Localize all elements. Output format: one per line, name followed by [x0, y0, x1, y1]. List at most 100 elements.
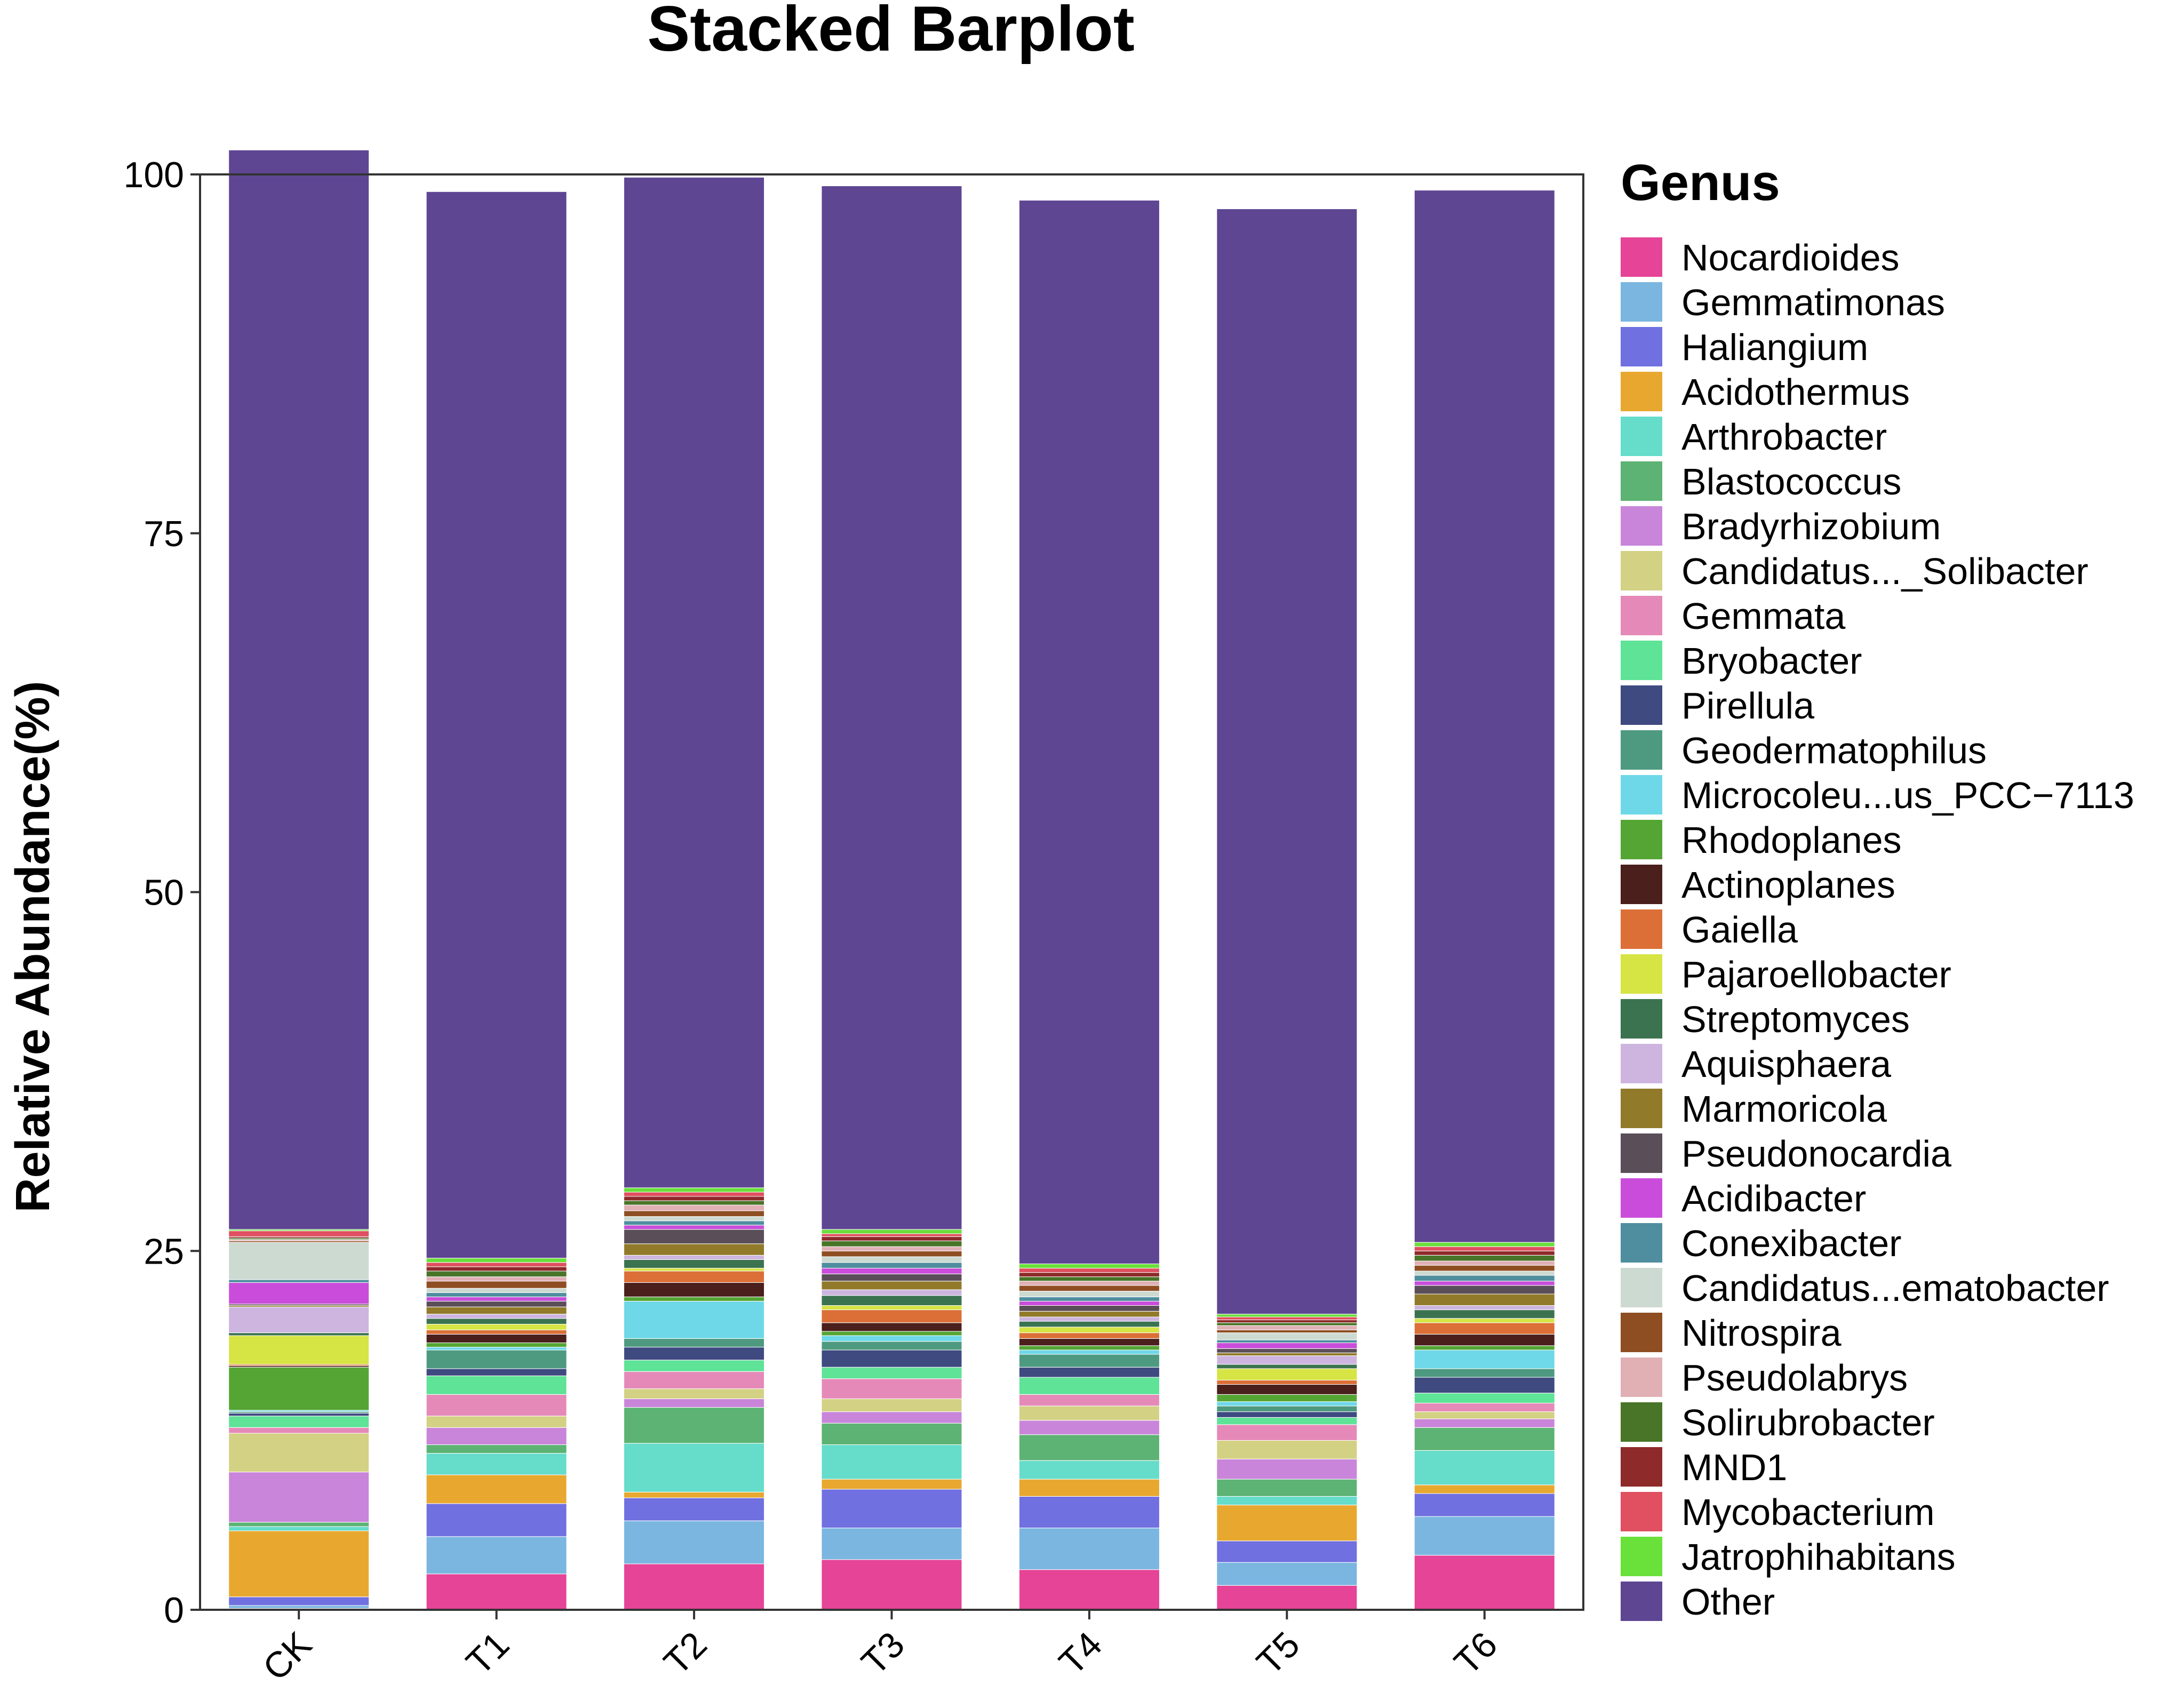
- bar-segment-t1-2: [426, 1503, 567, 1537]
- legend-label: Jatrophihabitans: [1681, 1536, 1956, 1578]
- legend-label: Other: [1681, 1581, 1775, 1623]
- bar-segment-t6-15: [1414, 1322, 1555, 1335]
- bar-segment-t4-22: [1018, 1296, 1160, 1301]
- bar-segment-t4-26: [1018, 1276, 1160, 1282]
- legend-label: Solirubrobacter: [1681, 1402, 1935, 1443]
- bar-segment-t5-15: [1216, 1379, 1358, 1385]
- legend-swatch: [1621, 775, 1662, 814]
- y-tick-label: 50: [144, 873, 184, 913]
- bar-segment-t6-9: [1414, 1393, 1555, 1403]
- bar-segment-t2-28: [624, 1192, 765, 1197]
- bar-segment-t3-23: [821, 1256, 962, 1263]
- bar-segment-t5-28: [1216, 1316, 1358, 1320]
- bar-segment-t3-20: [821, 1273, 962, 1282]
- bar-segment-t2-15: [624, 1271, 765, 1283]
- bar-segment-t6-0: [1414, 1555, 1555, 1610]
- bar-segment-t1-1: [426, 1536, 567, 1575]
- bar-segment-t6-23: [1414, 1271, 1555, 1276]
- bar-segment-t2-7: [624, 1388, 765, 1399]
- bar-segment-t6-8: [1414, 1402, 1555, 1412]
- bar-segment-t4-7: [1018, 1406, 1160, 1421]
- bar-segment-t2-26: [624, 1200, 765, 1205]
- bar-segment-t3-21: [821, 1268, 962, 1274]
- bar-segment-t2-14: [624, 1282, 765, 1297]
- bar-segment-t4-13: [1018, 1345, 1160, 1351]
- bar-segment-ck-2: [228, 1596, 370, 1606]
- bar-segment-t5-19: [1216, 1352, 1358, 1356]
- bar-segment-ck-4: [228, 1526, 370, 1531]
- bar-segment-t2-3: [624, 1491, 765, 1498]
- bar-segment-t5-16: [1216, 1368, 1358, 1380]
- bar-segment-ck-18: [228, 1306, 370, 1333]
- legend-swatch: [1621, 551, 1662, 590]
- bar-segment-t5-8: [1216, 1424, 1358, 1441]
- bar-segment-t2-25: [624, 1204, 765, 1211]
- bar-segment-t1-5: [426, 1444, 567, 1454]
- bar-segment-t3-5: [821, 1423, 962, 1446]
- x-tick-label: T3: [854, 1624, 912, 1683]
- bar-segment-t2-18: [624, 1255, 765, 1260]
- bar-segment-t4-25: [1018, 1281, 1160, 1286]
- bar-segment-t4-23: [1018, 1291, 1160, 1297]
- bar-segment-t6-29: [1414, 1242, 1555, 1247]
- bar-segment-t5-12: [1216, 1401, 1358, 1407]
- bar-segment-t6-16: [1414, 1318, 1555, 1323]
- legend-swatch: [1621, 327, 1662, 366]
- plot-area: [228, 149, 1555, 1610]
- legend-label: Acidibacter: [1681, 1178, 1866, 1219]
- legend-swatch: [1621, 1537, 1662, 1576]
- legend-swatch: [1621, 1582, 1662, 1621]
- bar-segment-t3-14: [821, 1322, 962, 1332]
- legend-label: Actinoplanes: [1681, 864, 1895, 906]
- bar-segment-ck-1: [228, 1605, 370, 1609]
- bar-segment-t1-14: [426, 1333, 567, 1343]
- legend-label: Gemmatimonas: [1681, 282, 1945, 323]
- bar-segment-t3-19: [821, 1281, 962, 1290]
- bar-segment-t4-21: [1018, 1300, 1160, 1306]
- bar-segment-t5-21: [1216, 1342, 1358, 1349]
- bar-segment-t3-8: [821, 1378, 962, 1399]
- x-tick-label: CK: [255, 1624, 320, 1685]
- bar-segment-t6-6: [1414, 1418, 1555, 1428]
- bar-segment-t1-16: [426, 1323, 567, 1330]
- bar-segment-ck-17: [228, 1332, 370, 1336]
- bar-segment-t1-12: [426, 1347, 567, 1351]
- bar-segment-t2-29: [624, 1187, 765, 1193]
- x-tick-label: T1: [458, 1624, 517, 1683]
- bar-segment-t2-9: [624, 1360, 765, 1372]
- y-tick-label: 100: [124, 155, 184, 195]
- bar-segment-t6-19: [1414, 1293, 1555, 1306]
- bar-segment-t1-15: [426, 1329, 567, 1335]
- bar-segment-t1-27: [426, 1266, 567, 1272]
- bar-segment-t6-17: [1414, 1309, 1555, 1319]
- legend-swatch: [1621, 1268, 1662, 1307]
- legend-swatch: [1621, 372, 1662, 411]
- bar-segment-t1-0: [426, 1574, 567, 1610]
- legend-swatch: [1621, 461, 1662, 501]
- bar-segment-t5-1: [1216, 1562, 1358, 1586]
- bar-segment-t3-24: [821, 1250, 962, 1257]
- bar-segment-t2-4: [624, 1443, 765, 1492]
- legend-label: Nitrospira: [1681, 1312, 1842, 1354]
- legend-swatch: [1621, 1089, 1662, 1128]
- legend-label: Microcoleu...us_PCC−7113: [1681, 774, 2134, 816]
- bar-segment-t6-30: [1414, 190, 1555, 1243]
- bar-segment-t6-5: [1414, 1427, 1555, 1451]
- legend-swatch: [1621, 1447, 1662, 1487]
- bar-segment-ck-6: [228, 1472, 370, 1523]
- bar-segment-t2-23: [624, 1216, 765, 1221]
- bar-segment-t4-29: [1018, 1263, 1160, 1269]
- bar-segment-t5-29: [1216, 1314, 1358, 1317]
- bar-segment-t2-2: [624, 1497, 765, 1521]
- legend-label: Candidatus..._Solibacter: [1681, 550, 2089, 592]
- bar-segment-t1-30: [426, 191, 567, 1259]
- bar-segment-t6-10: [1414, 1377, 1555, 1394]
- bar-segment-t2-16: [624, 1268, 765, 1272]
- bar-segment-ck-10: [228, 1412, 370, 1417]
- legend-swatch: [1621, 282, 1662, 322]
- bar-segment-t2-22: [624, 1220, 765, 1226]
- bar-segment-ck-30: [228, 149, 370, 1230]
- bar-segment-t2-24: [624, 1210, 765, 1217]
- bar-segment-t1-26: [426, 1271, 567, 1277]
- bar-segment-t2-27: [624, 1196, 765, 1201]
